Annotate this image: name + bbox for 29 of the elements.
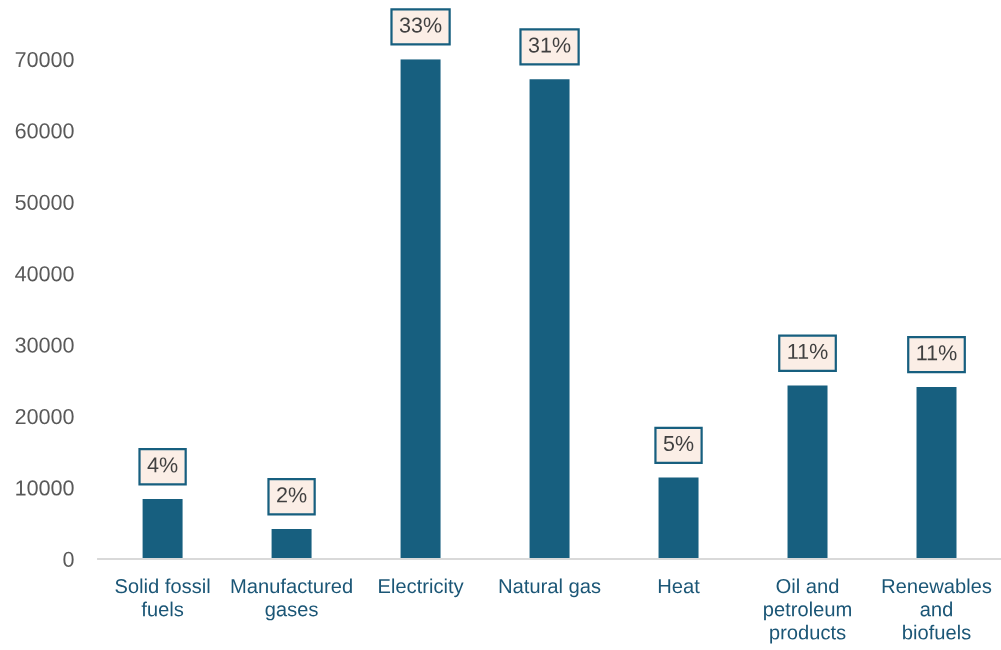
annotation: 4% (147, 457, 178, 473)
annotation: 11% (917, 345, 957, 361)
bar (787, 385, 828, 559)
annotation: 5% (663, 435, 694, 452)
x-tick-label: Renewables and biofuels (882, 578, 992, 640)
bar (529, 79, 570, 559)
y-tick-label: 60000 (15, 123, 74, 139)
x-tick-label: Heat (658, 579, 700, 594)
x-tick-label: Solid fossil fuels (115, 578, 210, 617)
annotation: 33% (399, 17, 442, 33)
annotation: 31% (528, 37, 571, 53)
annotation: 2% (277, 487, 307, 503)
bar (658, 477, 699, 559)
x-tick-label: Manufactured gases (231, 578, 352, 621)
bar (271, 529, 312, 559)
y-tick-label: 0 (63, 551, 74, 568)
y-tick-label: 20000 (15, 408, 74, 425)
y-tick-label: 40000 (15, 266, 74, 282)
bar (400, 59, 441, 559)
y-tick-label: 10000 (16, 480, 74, 496)
annotation: 11% (788, 343, 828, 359)
x-tick-label: Natural gas (499, 578, 601, 598)
x-tick-label: Electricity (379, 578, 464, 598)
bar (916, 386, 957, 559)
y-tick-label: 70000 (15, 51, 74, 68)
y-tick-label: 30000 (15, 337, 74, 353)
y-tick-label: 50000 (15, 194, 74, 210)
x-tick-label: Oil and petroleum products (764, 578, 851, 644)
bar (142, 499, 183, 559)
